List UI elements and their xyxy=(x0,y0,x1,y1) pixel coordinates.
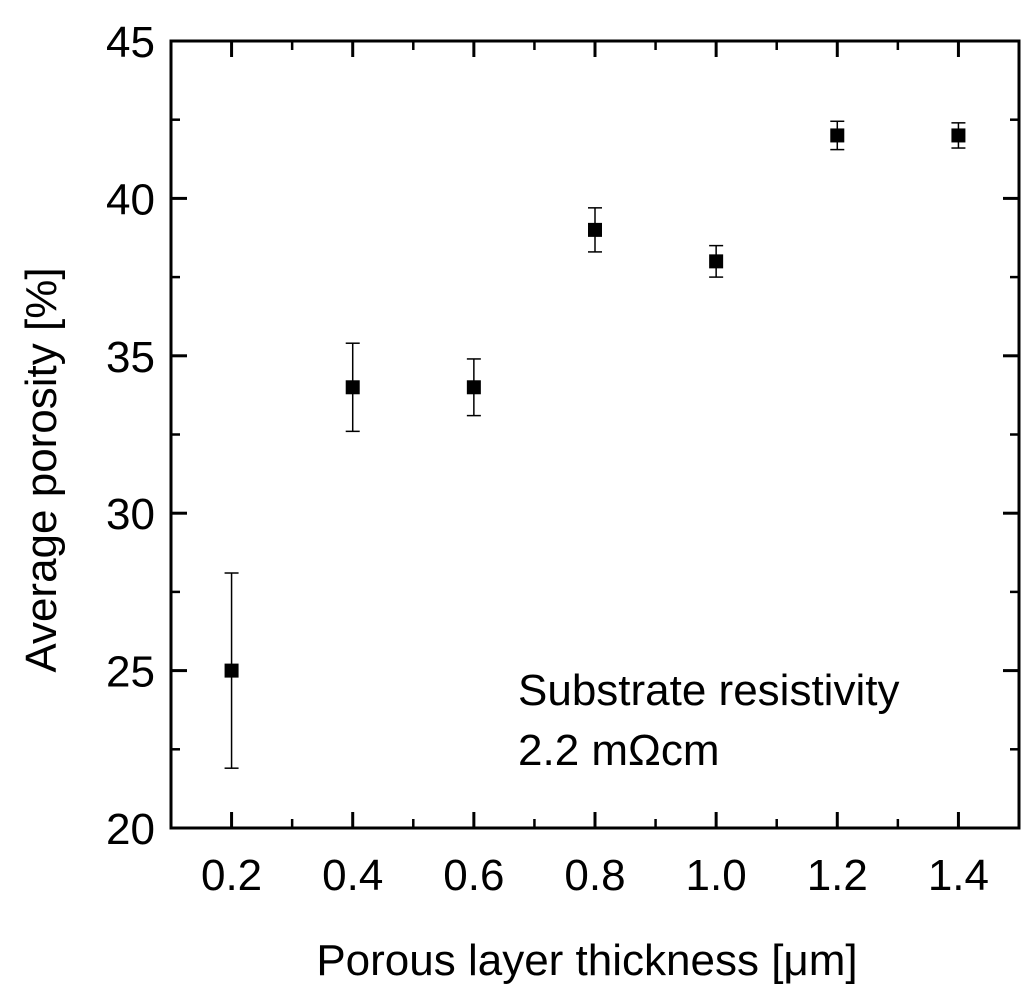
data-point xyxy=(588,222,602,237)
y-tick-labels: 20 25 30 35 40 45 xyxy=(106,18,155,854)
data-point xyxy=(951,128,966,143)
y-tick-label: 45 xyxy=(106,18,155,67)
x-tick-labels: 0.2 0.4 0.6 0.8 1.0 1.2 1.4 xyxy=(201,851,989,900)
data-point xyxy=(709,254,724,269)
y-tick-label: 30 xyxy=(106,490,155,539)
y-tick-label: 35 xyxy=(106,333,155,382)
x-tick-label: 0.2 xyxy=(201,851,262,900)
y-tick-label: 20 xyxy=(106,805,155,854)
x-tick-label: 1.2 xyxy=(807,851,868,900)
plot-frame xyxy=(169,39,1021,830)
data-point xyxy=(345,380,360,395)
y-tick-label: 40 xyxy=(106,175,155,224)
x-tick-label: 0.4 xyxy=(322,851,383,900)
data-point xyxy=(224,663,239,678)
data-markers xyxy=(224,128,966,678)
annotation-substrate-resistivity: Substrate resistivity xyxy=(518,666,899,715)
x-tick-label: 1.4 xyxy=(928,851,989,900)
x-axis-title: Porous layer thickness [μm] xyxy=(316,936,857,985)
y-tick-label: 25 xyxy=(106,648,155,697)
annotation-resistivity-value: 2.2 mΩcm xyxy=(518,726,720,775)
data-point xyxy=(466,380,481,395)
y-axis-title: Average porosity [%] xyxy=(17,267,66,672)
x-tick-label: 0.8 xyxy=(564,851,625,900)
x-tick-label: 1.0 xyxy=(686,851,747,900)
data-point xyxy=(830,128,845,143)
x-tick-label: 0.6 xyxy=(443,851,504,900)
